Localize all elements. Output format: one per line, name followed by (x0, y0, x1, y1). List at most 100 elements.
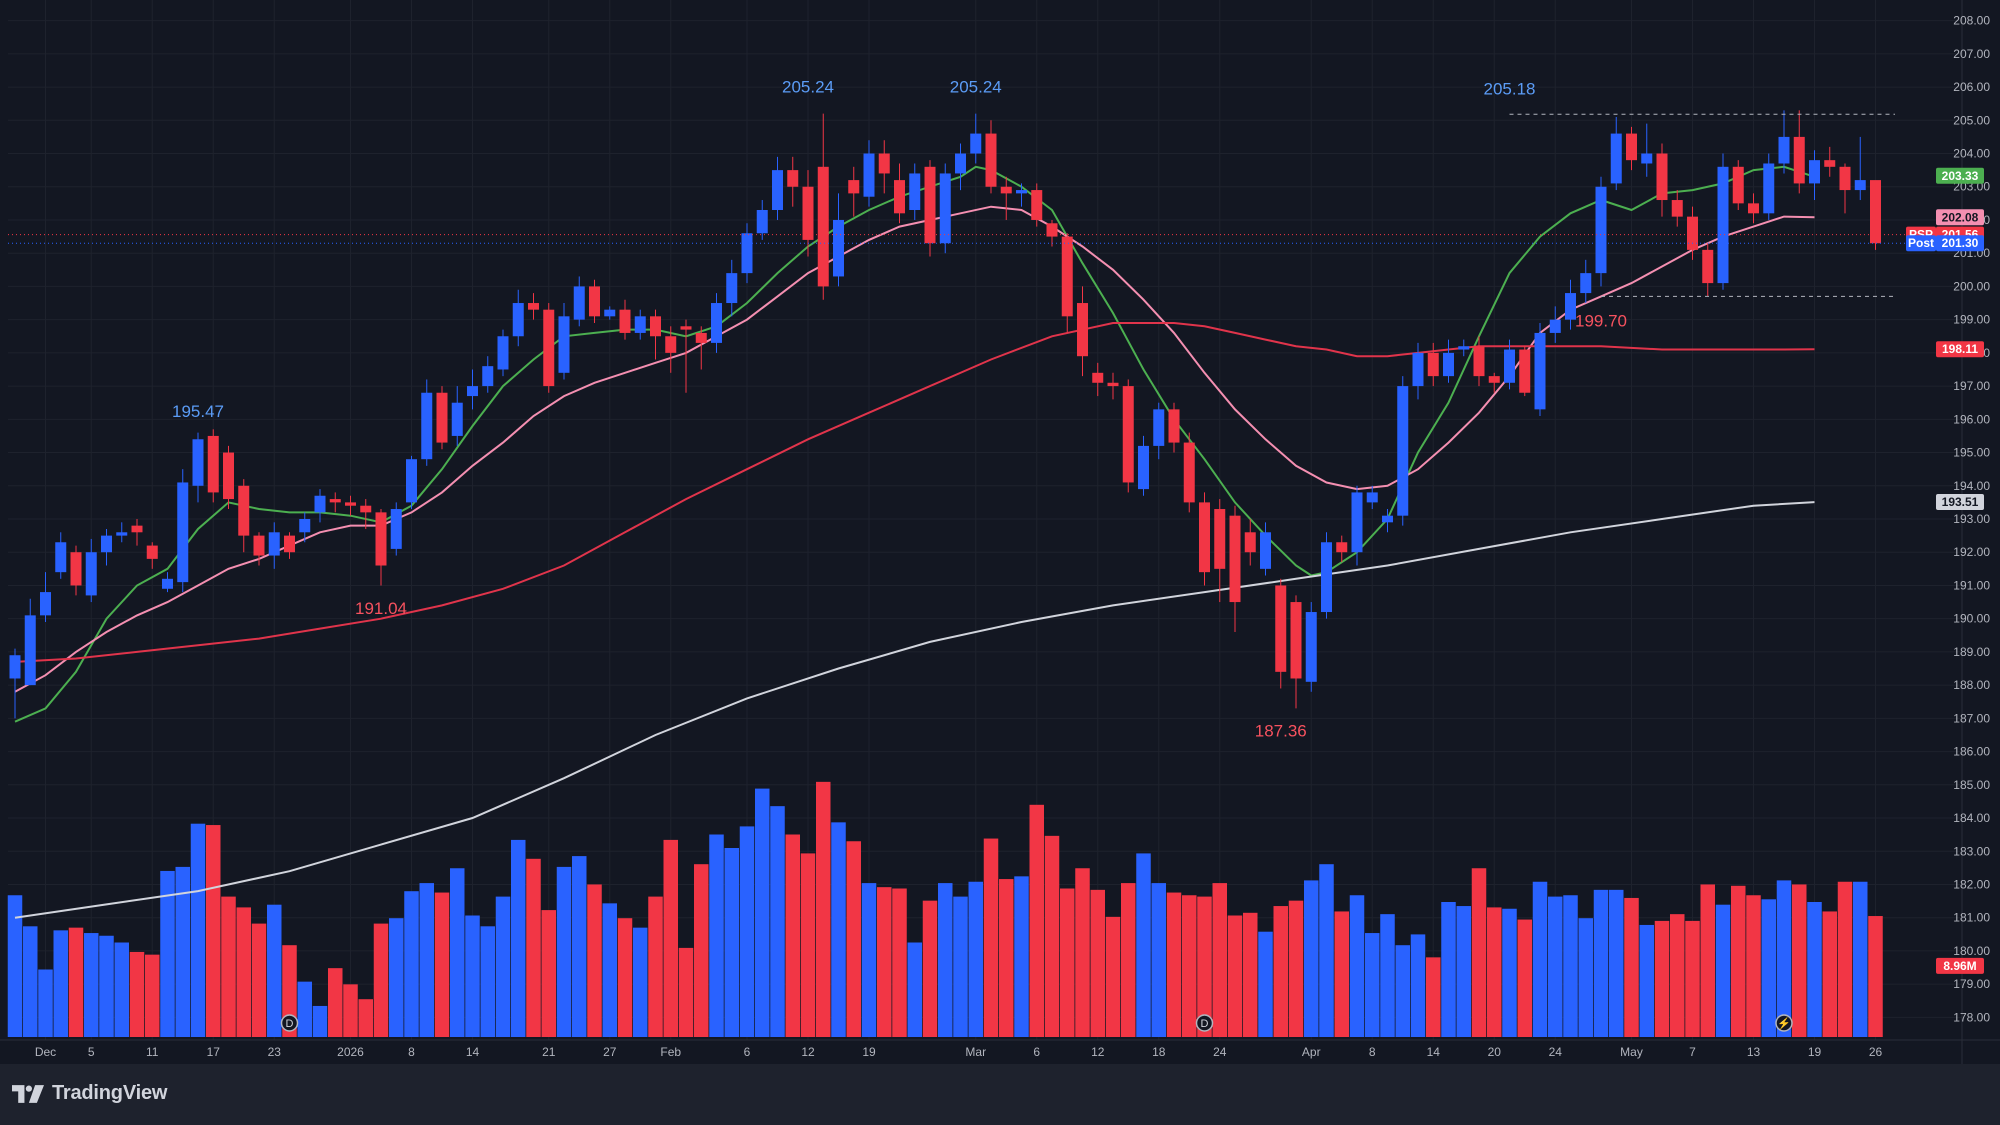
price-tag[interactable]: 8.96M (1936, 957, 1984, 974)
candle[interactable] (833, 193, 844, 287)
candle[interactable] (1138, 435, 1149, 496)
candle[interactable] (1534, 322, 1546, 416)
candle[interactable] (1290, 595, 1302, 709)
candle[interactable] (1458, 339, 1470, 357)
candle[interactable] (573, 276, 585, 327)
candle[interactable] (268, 522, 280, 569)
candle[interactable] (1397, 376, 1409, 526)
price-tag[interactable]: 202.08 (1936, 209, 1984, 226)
candle[interactable] (909, 163, 921, 220)
event-markers[interactable]: D D ⚡ (280, 1014, 1793, 1032)
candle[interactable] (177, 469, 189, 593)
candle[interactable] (299, 512, 311, 543)
candle[interactable] (1610, 116, 1622, 191)
candle[interactable] (314, 489, 326, 523)
candle[interactable] (1626, 126, 1637, 171)
candle[interactable] (497, 329, 509, 377)
candle[interactable] (1351, 485, 1363, 566)
candle[interactable] (360, 499, 372, 529)
candle[interactable] (238, 479, 250, 553)
candle[interactable] (1809, 150, 1820, 201)
candle[interactable] (1488, 372, 1500, 393)
candle[interactable] (467, 369, 478, 410)
candle[interactable] (1031, 183, 1043, 227)
candle[interactable] (1824, 146, 1836, 177)
candle[interactable] (1504, 339, 1515, 390)
candle[interactable] (329, 492, 341, 513)
candle[interactable] (741, 223, 753, 284)
candle[interactable] (619, 299, 631, 340)
candles[interactable] (9, 110, 1882, 719)
candle[interactable] (192, 432, 204, 503)
candle[interactable] (207, 429, 219, 503)
candle[interactable] (406, 455, 417, 510)
candle[interactable] (451, 386, 463, 446)
candle[interactable] (1061, 233, 1073, 333)
candle[interactable] (1244, 519, 1256, 566)
candle[interactable] (1412, 342, 1424, 400)
candle[interactable] (1778, 110, 1790, 174)
candle[interactable] (848, 166, 860, 217)
candle[interactable] (1443, 339, 1454, 383)
price-axis[interactable]: 178.00 179.00 180.00 181.00 182.00 183.00 184.… (1906, 14, 1990, 1025)
candle[interactable] (726, 259, 738, 317)
candle[interactable] (1565, 279, 1576, 330)
candle[interactable] (939, 163, 951, 254)
candle[interactable] (680, 319, 692, 393)
candle[interactable] (421, 379, 433, 466)
candle[interactable] (9, 648, 21, 719)
candle[interactable] (1321, 532, 1332, 619)
event-marker[interactable]: ⚡ (1775, 1014, 1793, 1032)
candle[interactable] (390, 502, 402, 556)
candle[interactable] (695, 326, 707, 370)
candle[interactable] (1016, 183, 1027, 207)
candle[interactable] (1199, 492, 1210, 586)
candle[interactable] (955, 143, 966, 191)
candle[interactable] (924, 160, 936, 257)
candle[interactable] (70, 545, 82, 596)
candle[interactable] (146, 542, 158, 569)
candle[interactable] (1305, 602, 1317, 692)
candle[interactable] (543, 303, 555, 393)
candle[interactable] (985, 120, 997, 194)
candle[interactable] (345, 495, 356, 516)
candle[interactable] (223, 445, 234, 510)
event-marker[interactable]: D (280, 1014, 299, 1032)
candle[interactable] (131, 519, 143, 546)
candle[interactable] (1473, 336, 1485, 387)
candle[interactable] (375, 509, 387, 586)
candle[interactable] (1275, 578, 1287, 689)
candle[interactable] (1077, 286, 1088, 377)
candle[interactable] (604, 306, 616, 320)
time-axis[interactable]: Dec 5 11 17 23 2026 8 14 21 27 Feb 6 12 19 Mar 6 12 18 24 A… (35, 1045, 1883, 1059)
candle[interactable] (436, 386, 448, 450)
candle[interactable] (894, 163, 905, 224)
candle[interactable] (482, 356, 494, 393)
candle[interactable] (55, 532, 67, 579)
candle[interactable] (1687, 206, 1698, 260)
candle[interactable] (1580, 259, 1592, 304)
candle[interactable] (1168, 402, 1180, 453)
candle[interactable] (1153, 402, 1165, 460)
candle[interactable] (1870, 180, 1881, 250)
candle[interactable] (253, 532, 265, 566)
candle[interactable] (1732, 160, 1744, 210)
candle[interactable] (878, 140, 890, 194)
candle[interactable] (1671, 190, 1683, 227)
price-tag[interactable]: 201.30 Post (1906, 235, 1984, 252)
candle[interactable] (711, 293, 722, 353)
candle[interactable] (756, 200, 768, 240)
candle[interactable] (772, 156, 783, 220)
candle[interactable] (1702, 243, 1714, 297)
candle[interactable] (1214, 499, 1226, 603)
event-marker[interactable]: D (1195, 1014, 1214, 1032)
candle[interactable] (40, 572, 51, 622)
candle[interactable] (284, 532, 295, 559)
candle[interactable] (1717, 153, 1729, 290)
chart-area[interactable]: 195.47 191.04 205.24 205.24 187.36 205.18 199.… (0, 0, 2000, 1064)
candle[interactable] (1549, 306, 1561, 343)
candle[interactable] (1519, 346, 1531, 397)
candle[interactable] (1641, 123, 1653, 177)
candle[interactable] (85, 538, 97, 603)
candle[interactable] (1763, 153, 1775, 220)
